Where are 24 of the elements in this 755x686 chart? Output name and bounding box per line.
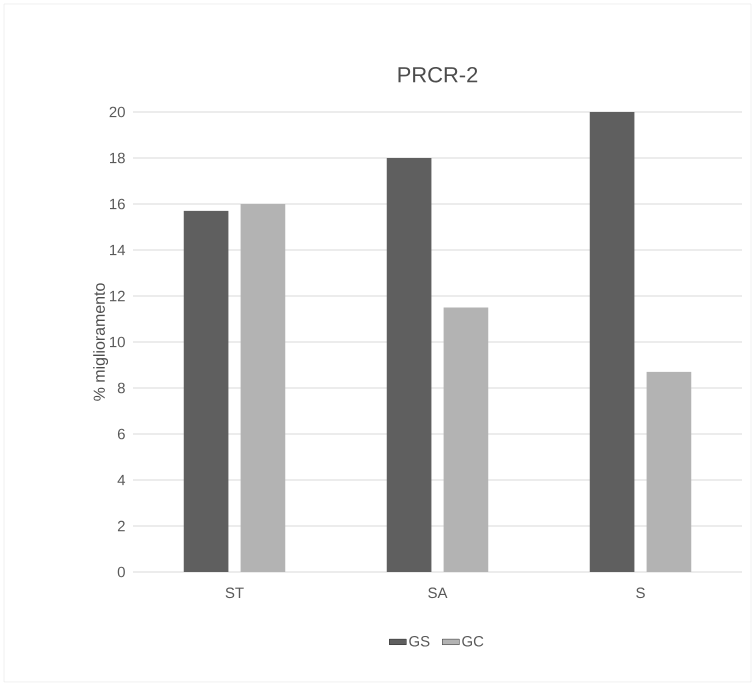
- bar: [646, 372, 692, 572]
- y-tick-label: 6: [118, 428, 125, 440]
- x-tick-label: SA: [428, 588, 448, 598]
- y-tick-label: 2: [118, 520, 125, 532]
- bar: [240, 204, 286, 572]
- x-tick-label: ST: [226, 588, 244, 598]
- legend-label: GC: [462, 636, 484, 647]
- y-tick-label: 8: [118, 382, 125, 394]
- y-axis-title: % miglioramento: [93, 283, 108, 401]
- chart-title: PRCR-2: [398, 66, 478, 82]
- bar: [184, 210, 228, 572]
- bar: [444, 307, 488, 572]
- x-tick-label: S: [636, 588, 645, 598]
- y-tick-label: 12: [110, 290, 125, 302]
- y-tick-label: 10: [110, 336, 125, 348]
- y-tick-label: 0: [118, 566, 125, 578]
- legend-label: GS: [409, 636, 430, 647]
- y-tick-label: 14: [110, 244, 126, 256]
- y-tick-label: 4: [118, 474, 126, 486]
- y-tick-label: 20: [110, 106, 125, 118]
- bar: [590, 112, 634, 572]
- y-tick-label: 18: [110, 152, 125, 164]
- y-tick-label: 16: [110, 198, 125, 210]
- bar: [386, 158, 432, 572]
